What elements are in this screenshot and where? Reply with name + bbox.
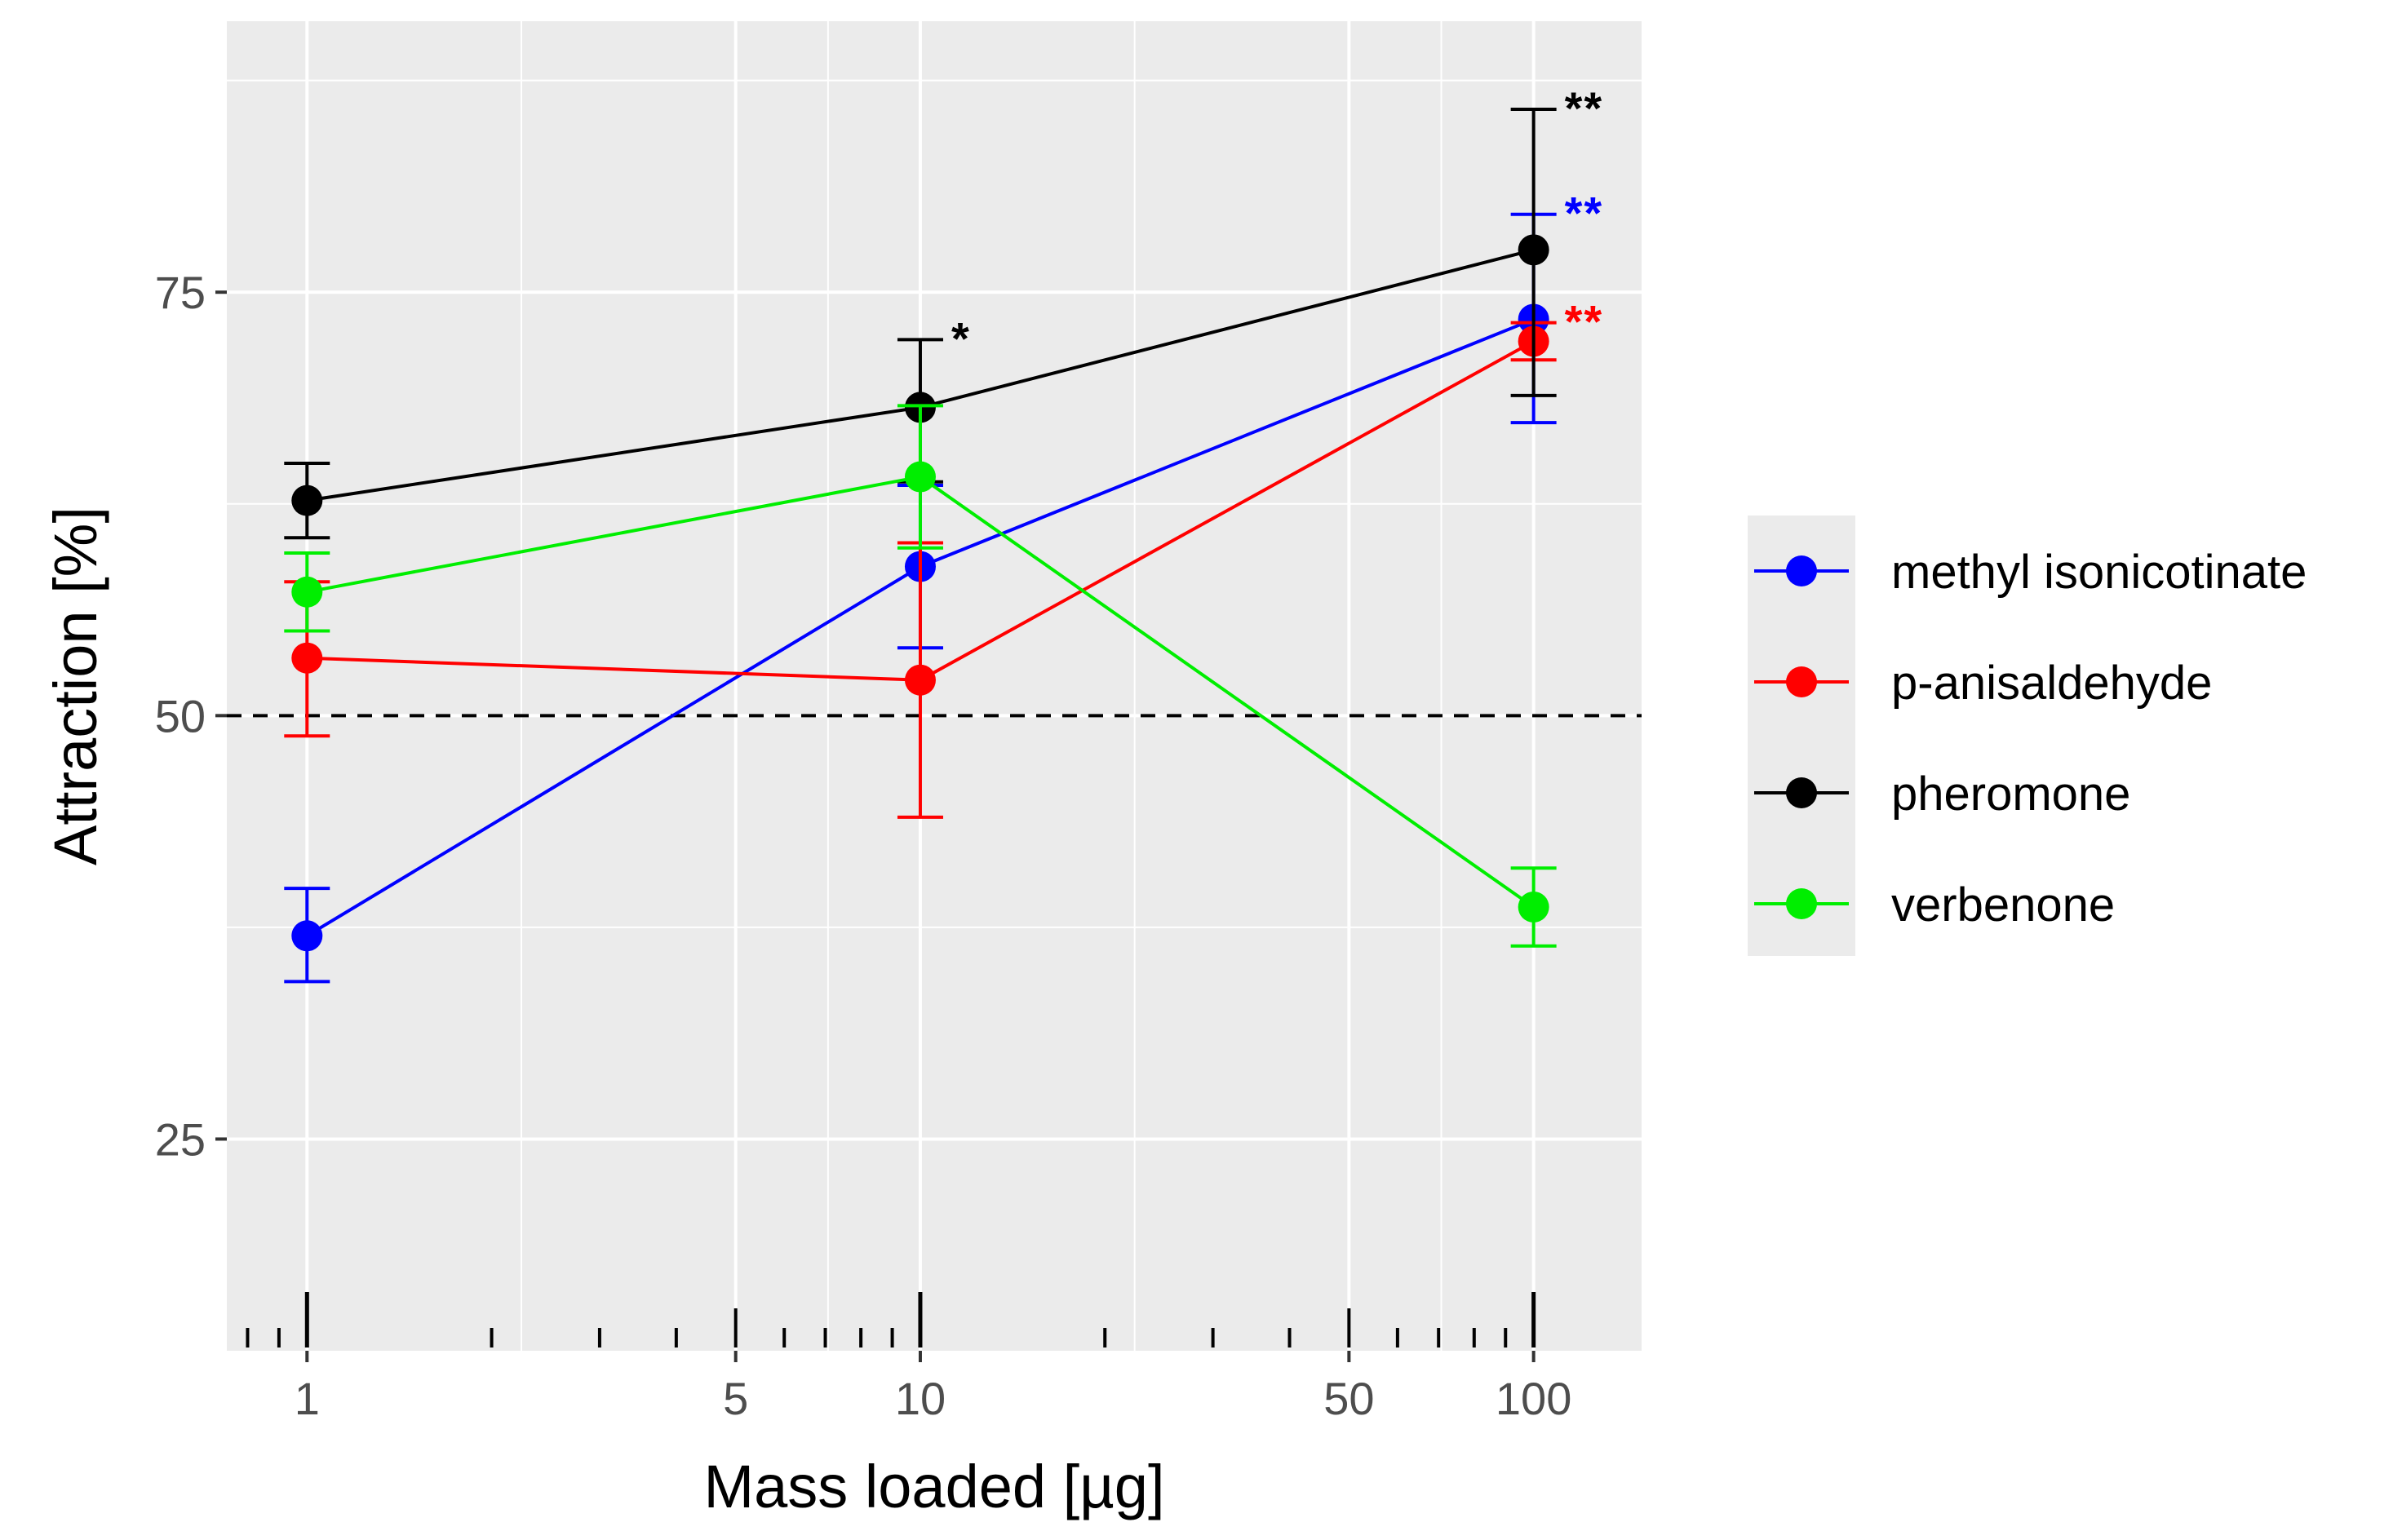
data-point bbox=[904, 461, 936, 493]
data-point bbox=[904, 664, 936, 696]
x-tick-label: 10 bbox=[895, 1373, 946, 1424]
significance-marker: ** bbox=[1565, 82, 1604, 134]
x-tick-label: 5 bbox=[723, 1373, 748, 1424]
x-tick-label: 100 bbox=[1496, 1373, 1571, 1424]
significance-marker: ** bbox=[1565, 188, 1604, 239]
data-point bbox=[1518, 891, 1549, 923]
data-point bbox=[291, 485, 323, 516]
data-point bbox=[291, 576, 323, 608]
y-axis-title: Attraction [%] bbox=[42, 507, 109, 865]
legend-key-point bbox=[1786, 888, 1817, 919]
x-log-ticks-rug bbox=[246, 1292, 1536, 1348]
legend-label: methyl isonicotinate bbox=[1891, 546, 2307, 599]
x-axis: 1 5 10 50 100 bbox=[295, 1351, 1571, 1424]
legend-key-point bbox=[1786, 777, 1817, 808]
significance-marker: * bbox=[951, 312, 971, 364]
series-verbenone bbox=[284, 404, 1557, 948]
legend-label: p-anisaldehyde bbox=[1891, 657, 2212, 710]
legend-label: pheromone bbox=[1891, 768, 2130, 821]
y-axis: 25 50 75 bbox=[155, 267, 227, 1165]
data-point bbox=[1518, 234, 1549, 266]
x-tick-label: 50 bbox=[1323, 1373, 1374, 1424]
legend: methyl isonicotinate p-anisaldehyde pherom… bbox=[1748, 516, 2307, 956]
legend-key-point bbox=[1786, 555, 1817, 586]
x-tick-label: 1 bbox=[295, 1373, 320, 1424]
legend-label: verbenone bbox=[1891, 878, 2115, 932]
x-axis-title: Mass loaded [µg] bbox=[703, 1453, 1164, 1520]
y-tick-label: 50 bbox=[155, 690, 206, 741]
series-layer: ******* bbox=[284, 82, 1604, 984]
series-p-anisaldehyde bbox=[284, 321, 1557, 819]
significance-marker: ** bbox=[1565, 296, 1604, 347]
data-point bbox=[291, 920, 323, 952]
legend-key-point bbox=[1786, 666, 1817, 697]
y-tick-label: 75 bbox=[155, 267, 206, 318]
legend-key-background bbox=[1748, 516, 1855, 956]
y-tick-label: 25 bbox=[155, 1113, 206, 1165]
data-point bbox=[291, 642, 323, 674]
minor-grid bbox=[227, 21, 1642, 1351]
